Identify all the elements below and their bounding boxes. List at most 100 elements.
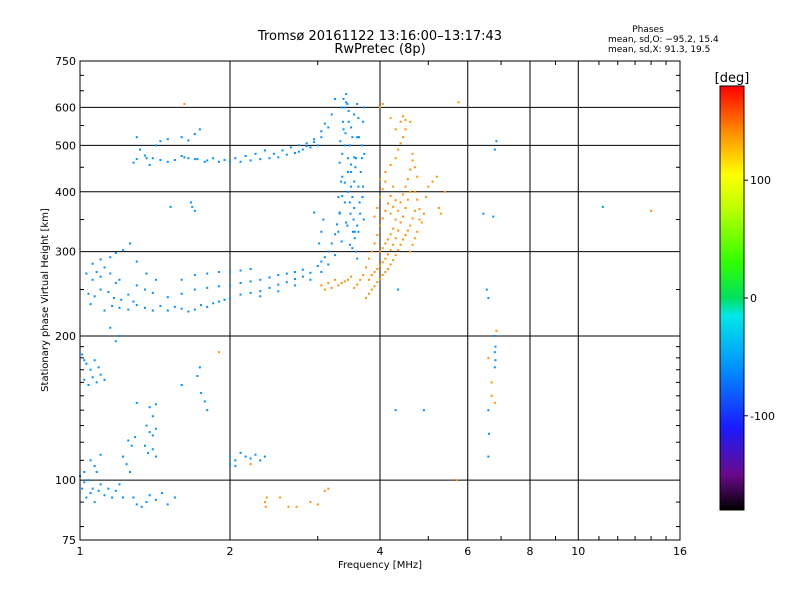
phase-point bbox=[139, 148, 142, 151]
axis-tick-labels: 1 2 4 6 8 10 16 75 100 200 300 400 500 600 750 bbox=[55, 55, 687, 558]
phase-point bbox=[249, 291, 252, 294]
phase-point bbox=[109, 256, 112, 259]
phase-point bbox=[416, 175, 419, 178]
phase-point bbox=[249, 457, 252, 460]
phase-point bbox=[91, 278, 94, 281]
phase-point bbox=[313, 211, 316, 214]
phase-point bbox=[83, 378, 86, 381]
phase-point bbox=[135, 284, 138, 287]
phase-point bbox=[352, 218, 355, 221]
phase-point bbox=[263, 455, 266, 458]
phase-point bbox=[490, 394, 493, 397]
phase-point bbox=[244, 455, 247, 458]
phase-point bbox=[112, 297, 115, 300]
phase-point bbox=[289, 146, 292, 149]
phase-point bbox=[334, 278, 337, 281]
phase-point bbox=[360, 144, 363, 147]
phase-point bbox=[373, 270, 376, 273]
phase-point bbox=[370, 250, 373, 253]
phase-point bbox=[394, 218, 397, 221]
phase-point bbox=[379, 224, 381, 227]
phase-point bbox=[437, 206, 440, 209]
phase-point bbox=[259, 278, 262, 281]
phase-point bbox=[320, 130, 323, 133]
phase-point bbox=[341, 175, 344, 178]
phase-point bbox=[399, 120, 402, 123]
phase-point bbox=[132, 300, 135, 303]
phase-point bbox=[293, 284, 296, 287]
phase-point bbox=[145, 272, 148, 275]
phase-point bbox=[323, 489, 326, 492]
phase-point bbox=[334, 97, 337, 100]
phase-point bbox=[217, 351, 220, 354]
phase-point bbox=[259, 158, 262, 161]
phase-point bbox=[259, 295, 262, 298]
phase-point bbox=[187, 310, 190, 313]
phase-point bbox=[145, 157, 148, 160]
phase-point bbox=[348, 144, 351, 147]
phase-point bbox=[379, 106, 381, 109]
phase-point bbox=[95, 381, 98, 384]
phase-point bbox=[305, 142, 308, 145]
phase-point bbox=[166, 160, 169, 163]
phase-point bbox=[487, 409, 490, 412]
phase-point bbox=[345, 92, 348, 95]
phase-point bbox=[239, 269, 242, 272]
phase-point bbox=[109, 272, 112, 275]
phase-point bbox=[129, 242, 132, 245]
phase-point bbox=[494, 359, 497, 362]
phase-point bbox=[409, 224, 412, 227]
phase-point bbox=[334, 254, 337, 257]
phase-point bbox=[330, 113, 333, 116]
phase-point bbox=[135, 260, 138, 263]
phase-point bbox=[394, 128, 397, 131]
phase-point bbox=[189, 201, 192, 204]
phase-point bbox=[109, 326, 112, 329]
phase-point bbox=[384, 242, 387, 245]
phase-point bbox=[404, 233, 407, 236]
x-axis-label: Frequency [MHz] bbox=[338, 560, 422, 571]
colorbar-tick-label: 100 bbox=[750, 174, 771, 187]
phase-point bbox=[353, 206, 356, 209]
phase-point bbox=[85, 362, 88, 365]
y-tick-label: 300 bbox=[55, 246, 76, 259]
phase-point bbox=[93, 295, 96, 298]
phase-point bbox=[147, 451, 150, 454]
phase-point bbox=[223, 298, 226, 301]
phase-point bbox=[370, 288, 373, 291]
phase-point bbox=[200, 392, 203, 395]
phase-point bbox=[346, 224, 349, 227]
phase-point bbox=[135, 503, 138, 506]
phase-point bbox=[279, 496, 282, 499]
phase-point bbox=[386, 238, 389, 241]
phase-point bbox=[87, 383, 90, 386]
phase-point bbox=[309, 146, 312, 149]
phase-point bbox=[81, 487, 84, 490]
phase-point bbox=[384, 170, 387, 173]
phase-point bbox=[114, 489, 117, 492]
phase-point bbox=[343, 280, 346, 283]
phase-point bbox=[409, 120, 412, 123]
phase-point bbox=[362, 120, 365, 123]
colorbar-tick-label: -100 bbox=[750, 410, 775, 423]
phase-point bbox=[277, 156, 280, 159]
phase-point bbox=[217, 285, 220, 288]
phase-point bbox=[229, 284, 231, 287]
phase-point bbox=[353, 286, 356, 289]
phase-point bbox=[196, 374, 199, 377]
phase-point bbox=[293, 270, 296, 273]
phase-point bbox=[443, 190, 446, 193]
phase-point bbox=[320, 136, 323, 139]
phase-point bbox=[154, 144, 157, 147]
phase-point bbox=[159, 140, 162, 143]
phase-point bbox=[404, 128, 407, 131]
phase-point bbox=[99, 258, 102, 261]
phase-point bbox=[159, 304, 162, 307]
phase-point bbox=[370, 274, 373, 277]
phase-point bbox=[103, 378, 106, 381]
phase-point bbox=[259, 290, 262, 293]
phase-point bbox=[193, 288, 196, 291]
phase-point bbox=[357, 230, 360, 233]
phase-point bbox=[392, 243, 395, 246]
phase-point bbox=[198, 366, 201, 369]
